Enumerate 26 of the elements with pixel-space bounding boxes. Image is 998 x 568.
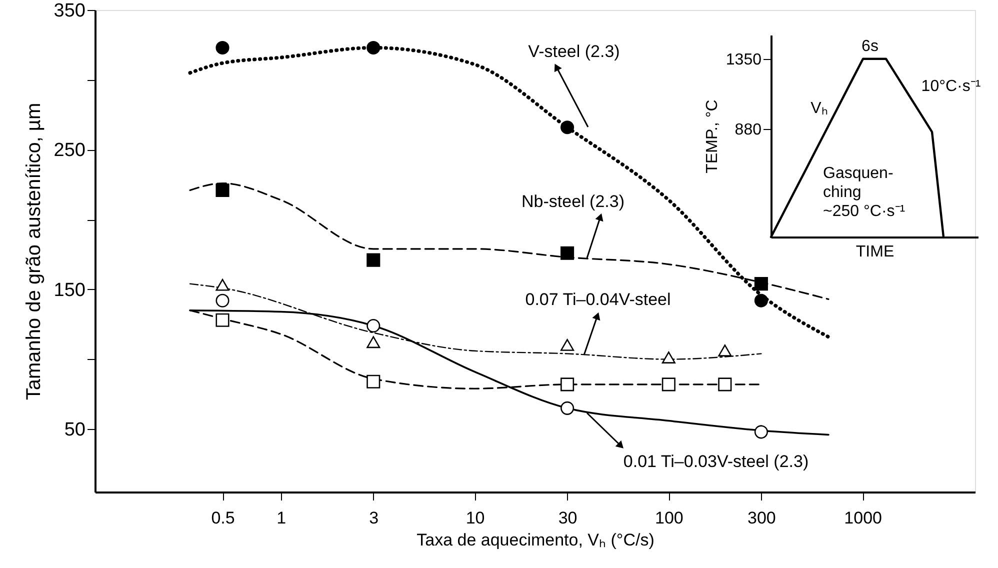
y-axis-title: TEMP., °C xyxy=(704,100,721,174)
x-tick-label: 1000 xyxy=(844,508,882,528)
annotation: Vₕ xyxy=(810,100,828,117)
x-tick-label: 1 xyxy=(276,508,286,528)
y-axis-title: Tamanho de grão austenítico, µm xyxy=(22,102,45,400)
annotation: V-steel (2.3) xyxy=(528,42,620,61)
x-tick-label: 3 xyxy=(369,508,379,528)
annotation: Gasquen- ching ~250 °C·s⁻¹ xyxy=(823,165,906,220)
annotation: 0.01 Ti–0.03V-steel (2.3) xyxy=(623,452,809,471)
y-tick-label: 250 xyxy=(54,140,86,162)
annotation: 10°C·s⁻¹ xyxy=(921,78,981,95)
x-tick-label: 300 xyxy=(748,508,776,528)
x-axis-title: TIME xyxy=(856,244,894,260)
x-tick-label: 30 xyxy=(558,508,578,528)
y-tick-label: 50 xyxy=(64,420,86,441)
x-tick-label: 10 xyxy=(466,508,485,528)
y-tick-label: 350 xyxy=(54,0,86,22)
x-axis-title: Taxa de aquecimento, Vₕ (°C/s) xyxy=(416,530,654,550)
y-tick-label: 880 xyxy=(734,121,762,138)
annotation: 0.07 Ti–0.04V-steel xyxy=(525,290,671,309)
x-tick-label: 0.5 xyxy=(211,508,235,528)
x-tick-label: 100 xyxy=(654,508,684,528)
y-tick-label: 1350 xyxy=(726,51,762,68)
annotation: 6s xyxy=(862,38,878,55)
y-tick-label: 150 xyxy=(54,280,86,301)
annotation: Nb-steel (2.3) xyxy=(522,192,624,211)
